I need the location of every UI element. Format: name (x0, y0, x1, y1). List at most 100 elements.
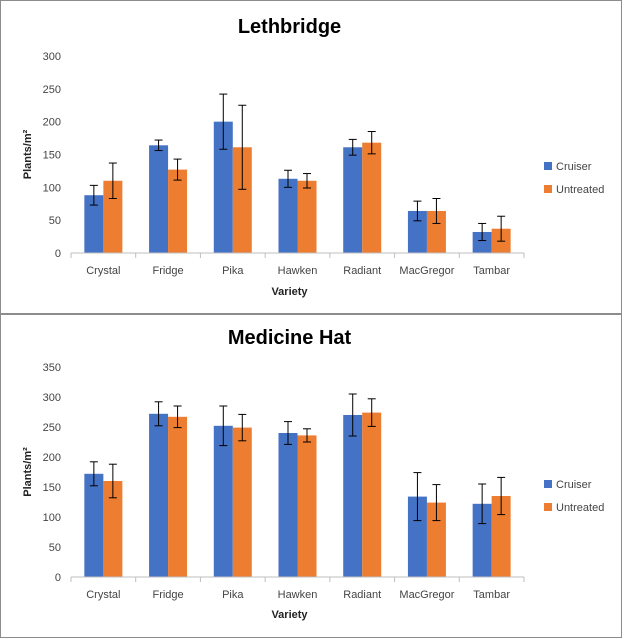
y-tick-label: 150 (43, 482, 61, 494)
error-bar-untreated-radiant (367, 131, 376, 155)
bar-untreated-hawken (297, 180, 317, 253)
bar-untreated-fridge (168, 169, 188, 253)
bar-cruiser-pika (213, 121, 233, 254)
y-tick-label: 100 (43, 182, 61, 194)
bar-untreated-hawken (297, 435, 317, 577)
bar-untreated-crystal (103, 481, 123, 577)
y-tick-label: 200 (43, 117, 61, 129)
legend-label-cruiser: Cruiser (556, 479, 592, 491)
bar-untreated-macgregor (426, 210, 446, 253)
y-tick-label: 200 (43, 452, 61, 464)
x-tick-label: Pika (222, 589, 244, 601)
error-bar-cruiser-tambar (478, 222, 487, 242)
y-tick-label: 0 (55, 572, 61, 584)
error-bar-untreated-hawken (303, 173, 311, 189)
error-bar-untreated-fridge (173, 158, 182, 181)
legend-label-untreated: Untreated (556, 184, 604, 196)
error-bar-untreated-macgregor (432, 197, 441, 224)
bar-cruiser-macgregor (407, 496, 427, 577)
x-tick-label: Radiant (343, 265, 381, 277)
bar-cruiser-pika (213, 425, 233, 577)
chart-medicine-hat: Medicine Hat 0 50 100 150 200 250 300 350 Plants/… (22, 327, 604, 621)
legend-swatch-cruiser (544, 162, 552, 170)
x-axis-label: Variety (271, 609, 308, 621)
x-tick-label: Crystal (86, 265, 120, 277)
bar-untreated-macgregor (426, 502, 446, 577)
bar-untreated-tambar (491, 496, 511, 577)
error-bar-cruiser-pika (219, 405, 228, 447)
y-tick-label: 150 (43, 150, 61, 162)
chart-panel-lethbridge: Lethbridge 0 50 100 150 200 250 300 Plants/m² Cry… (0, 0, 622, 314)
x-tick-label: Radiant (343, 589, 381, 601)
x-tick-label: Tambar (473, 589, 510, 601)
error-bar-cruiser-pika (219, 93, 228, 150)
error-bar-cruiser-macgregor (413, 200, 422, 222)
error-bar-cruiser-tambar (478, 483, 487, 525)
error-bar-untreated-radiant (367, 398, 376, 427)
y-axis-label: Plants/m² (22, 447, 34, 497)
legend-swatch-cruiser (544, 480, 552, 488)
error-bar-untreated-tambar (497, 476, 506, 516)
bar-untreated-pika (232, 427, 252, 577)
y-tick-label: 50 (49, 215, 61, 227)
x-tick-label: Hawken (278, 265, 318, 277)
error-bar-untreated-pika (238, 104, 247, 190)
error-bar-cruiser-fridge (154, 139, 163, 152)
bar-cruiser-hawken (278, 433, 298, 577)
legend-swatch-untreated (544, 185, 552, 193)
error-bar-untreated-crystal (108, 463, 117, 499)
bar-untreated-pika (232, 147, 252, 253)
bar-cruiser-macgregor (407, 210, 427, 253)
error-bar-cruiser-hawken (284, 421, 292, 445)
y-tick-label: 300 (43, 51, 61, 63)
y-tick-label: 0 (55, 248, 61, 260)
error-bar-cruiser-hawken (284, 169, 292, 188)
error-bar-untreated-tambar (497, 215, 506, 242)
bar-untreated-fridge (168, 416, 188, 577)
legend-swatch-untreated (544, 503, 552, 511)
bar-cruiser-tambar (472, 503, 492, 577)
y-tick-label: 350 (43, 362, 61, 374)
bar-cruiser-radiant (343, 415, 363, 577)
bar-cruiser-tambar (472, 231, 492, 253)
y-tick-label: 100 (43, 512, 61, 524)
x-tick-label: Fridge (152, 589, 183, 601)
error-bar-untreated-hawken (303, 428, 311, 443)
x-tick-label: Pika (222, 265, 244, 277)
error-bar-cruiser-crystal (89, 461, 98, 487)
error-bar-cruiser-crystal (89, 184, 98, 206)
x-axis-label: Variety (271, 286, 308, 298)
error-bar-untreated-crystal (108, 162, 117, 199)
bar-cruiser-fridge (149, 413, 169, 577)
bar-cruiser-radiant (343, 147, 363, 253)
bar-untreated-crystal (103, 180, 123, 253)
error-bar-untreated-pika (238, 413, 247, 442)
x-tick-label: MacGregor (399, 589, 454, 601)
bar-cruiser-hawken (278, 178, 298, 253)
error-bar-cruiser-radiant (348, 138, 357, 156)
x-tick-label: MacGregor (399, 265, 454, 277)
error-bar-untreated-macgregor (432, 484, 441, 522)
bar-untreated-radiant (362, 142, 382, 253)
legend-label-cruiser: Cruiser (556, 161, 592, 173)
bar-cruiser-fridge (149, 145, 169, 253)
x-tick-label: Fridge (152, 265, 183, 277)
error-bar-cruiser-radiant (348, 393, 357, 437)
x-tick-label: Hawken (278, 589, 318, 601)
x-tick-label: Crystal (86, 589, 120, 601)
bar-cruiser-crystal (84, 195, 104, 253)
y-tick-label: 50 (49, 542, 61, 554)
y-axis-label: Plants/m² (22, 129, 34, 179)
error-bar-cruiser-macgregor (413, 472, 422, 522)
error-bar-untreated-fridge (173, 405, 182, 429)
bar-cruiser-crystal (84, 473, 104, 577)
y-tick-label: 250 (43, 422, 61, 434)
error-bar-cruiser-fridge (154, 401, 163, 427)
y-tick-label: 250 (43, 84, 61, 96)
x-tick-label: Tambar (473, 265, 510, 277)
chart-title: Lethbridge (238, 16, 341, 38)
chart-title: Medicine Hat (228, 327, 352, 349)
chart-lethbridge: Lethbridge 0 50 100 150 200 250 300 Plants/m² Cry… (22, 16, 604, 298)
y-tick-label: 300 (43, 392, 61, 404)
chart-panel-medicine-hat: Medicine Hat 0 50 100 150 200 250 300 350 Plants/… (0, 314, 622, 638)
